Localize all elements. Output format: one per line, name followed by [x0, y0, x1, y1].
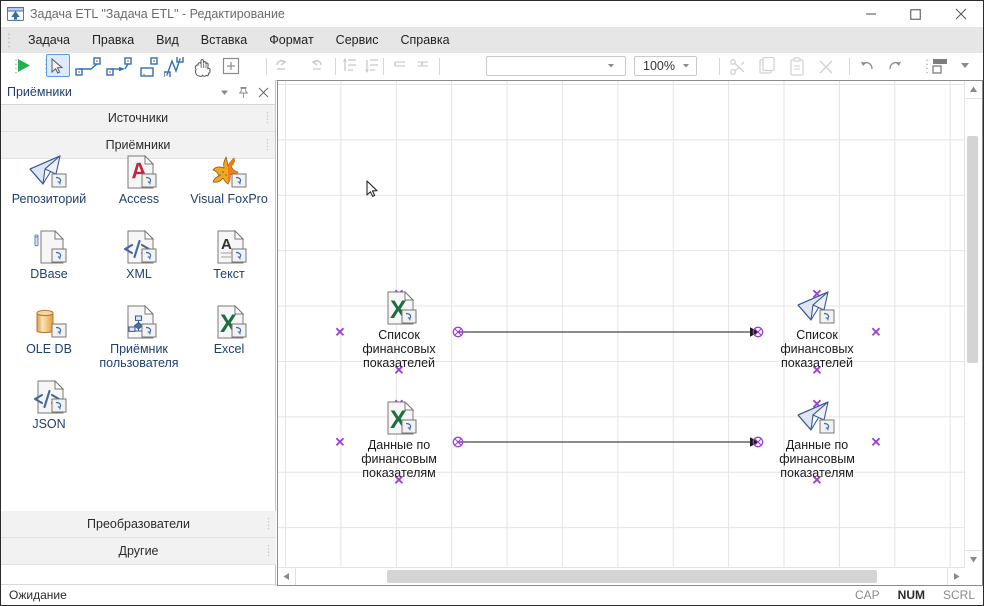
svg-text:A: A: [221, 236, 232, 253]
